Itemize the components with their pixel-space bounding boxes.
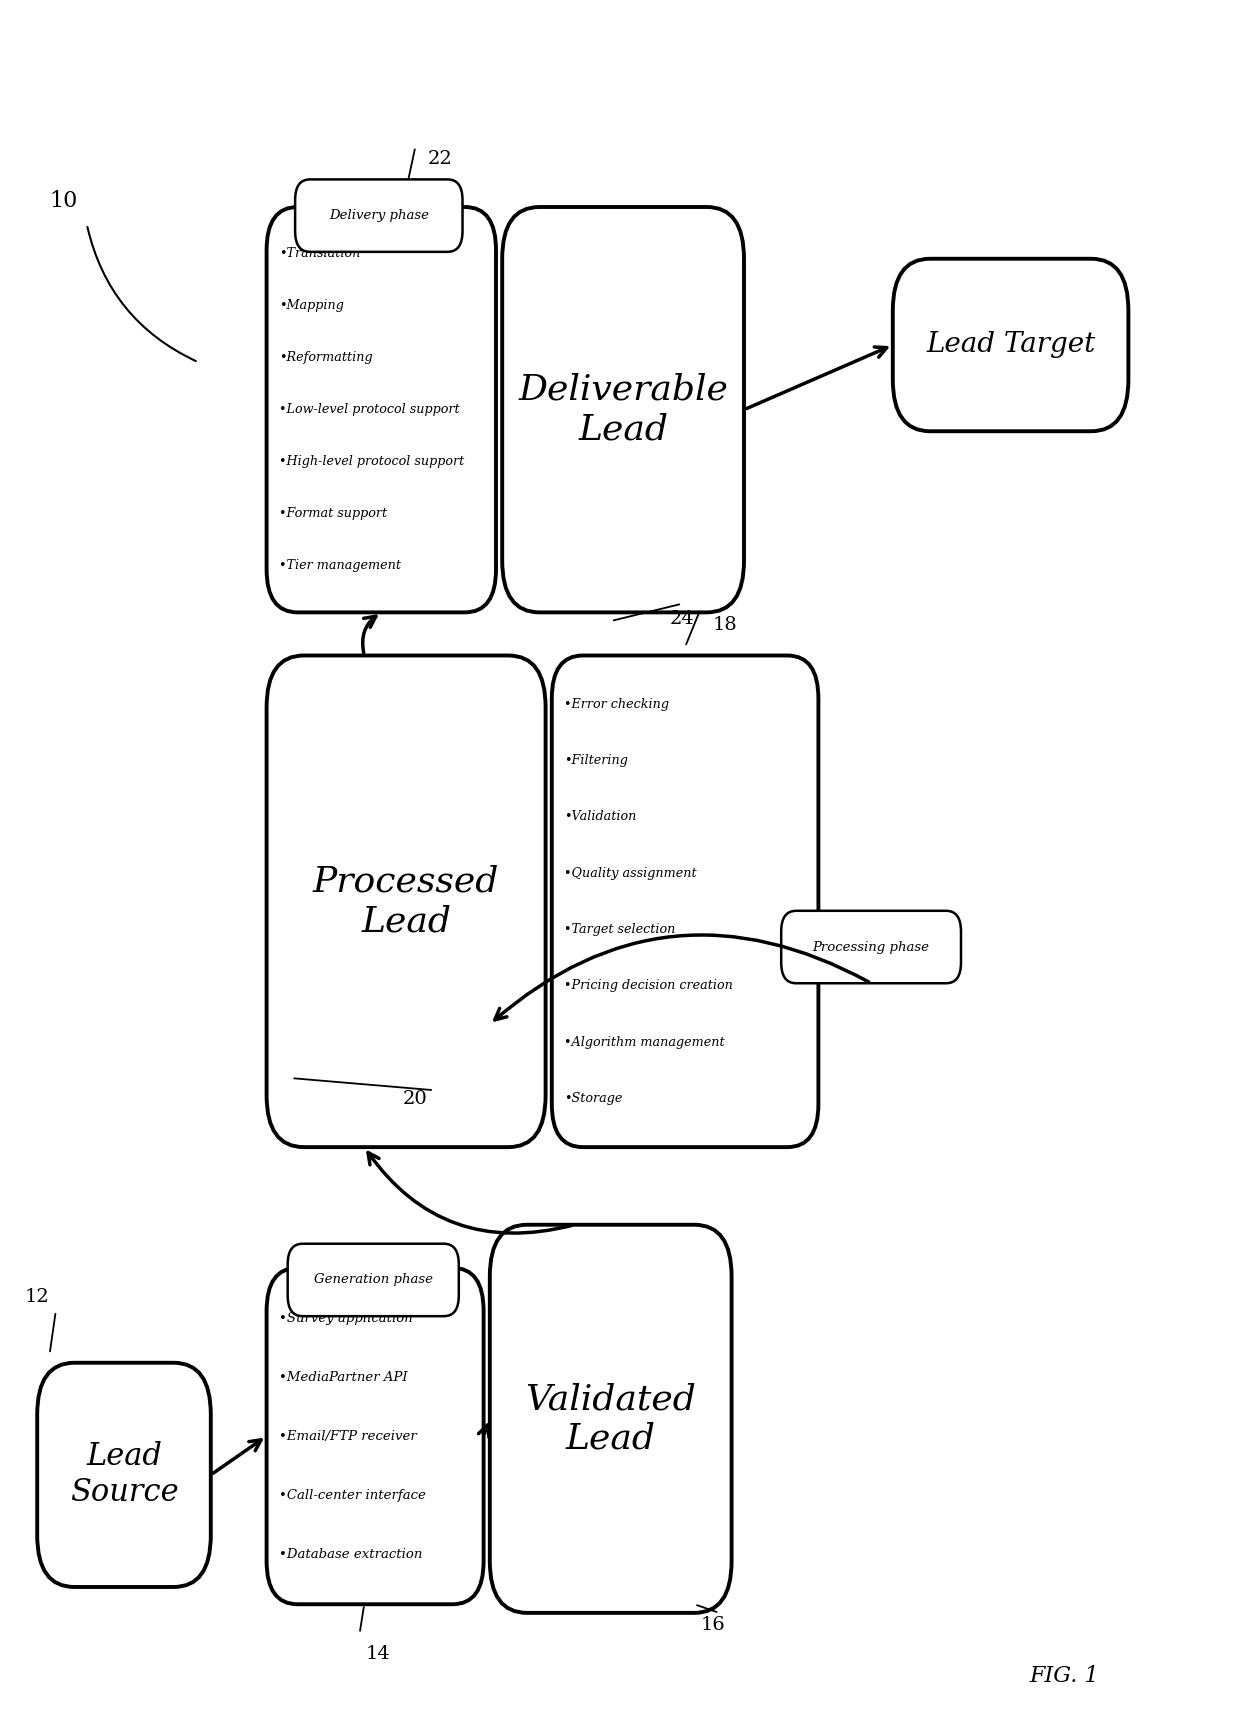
Text: •Translation: •Translation [279, 247, 361, 260]
Text: 14: 14 [366, 1646, 391, 1663]
Text: •MediaPartner API: •MediaPartner API [279, 1371, 408, 1383]
Text: 16: 16 [701, 1616, 725, 1634]
Text: 10: 10 [50, 190, 78, 212]
Text: •Format support: •Format support [279, 507, 387, 521]
Text: •Call-center interface: •Call-center interface [279, 1489, 425, 1501]
Text: •Database extraction: •Database extraction [279, 1547, 423, 1561]
Text: •Quality assignment: •Quality assignment [564, 866, 697, 880]
FancyBboxPatch shape [502, 207, 744, 612]
Text: Deliverable
Lead: Deliverable Lead [518, 373, 728, 447]
FancyBboxPatch shape [295, 179, 463, 252]
Text: Lead Target: Lead Target [926, 331, 1095, 359]
Text: •Error checking: •Error checking [564, 699, 670, 711]
FancyBboxPatch shape [893, 259, 1128, 431]
Text: •Filtering: •Filtering [564, 754, 629, 768]
Text: •Low-level protocol support: •Low-level protocol support [279, 404, 460, 416]
FancyBboxPatch shape [267, 1268, 484, 1604]
Text: •High-level protocol support: •High-level protocol support [279, 455, 464, 467]
FancyBboxPatch shape [781, 911, 961, 983]
Text: •Email/FTP receiver: •Email/FTP receiver [279, 1430, 417, 1442]
FancyBboxPatch shape [267, 207, 496, 612]
Text: 20: 20 [403, 1090, 428, 1107]
FancyBboxPatch shape [552, 656, 818, 1147]
Text: Processing phase: Processing phase [812, 940, 930, 954]
Text: •Survey application: •Survey application [279, 1311, 413, 1325]
Text: •Target selection: •Target selection [564, 923, 676, 937]
Text: Delivery phase: Delivery phase [329, 209, 429, 223]
Text: Generation phase: Generation phase [314, 1273, 433, 1287]
Text: •Tier management: •Tier management [279, 559, 401, 573]
FancyBboxPatch shape [288, 1244, 459, 1316]
FancyBboxPatch shape [490, 1225, 732, 1613]
Text: •Algorithm management: •Algorithm management [564, 1035, 725, 1049]
Text: Processed
Lead: Processed Lead [312, 864, 500, 938]
FancyBboxPatch shape [267, 656, 546, 1147]
Text: FIG. 1: FIG. 1 [1029, 1665, 1099, 1687]
Text: •Validation: •Validation [564, 811, 636, 823]
Text: •Pricing decision creation: •Pricing decision creation [564, 980, 733, 992]
Text: •Storage: •Storage [564, 1092, 622, 1104]
Text: •Mapping: •Mapping [279, 298, 343, 312]
Text: Lead
Source: Lead Source [69, 1442, 179, 1508]
Text: 24: 24 [670, 611, 694, 628]
FancyBboxPatch shape [37, 1363, 211, 1587]
Text: 22: 22 [428, 150, 453, 167]
Text: •Reformatting: •Reformatting [279, 352, 373, 364]
Text: 12: 12 [25, 1289, 50, 1306]
Text: 18: 18 [713, 616, 738, 633]
Text: Validated
Lead: Validated Lead [526, 1382, 696, 1456]
